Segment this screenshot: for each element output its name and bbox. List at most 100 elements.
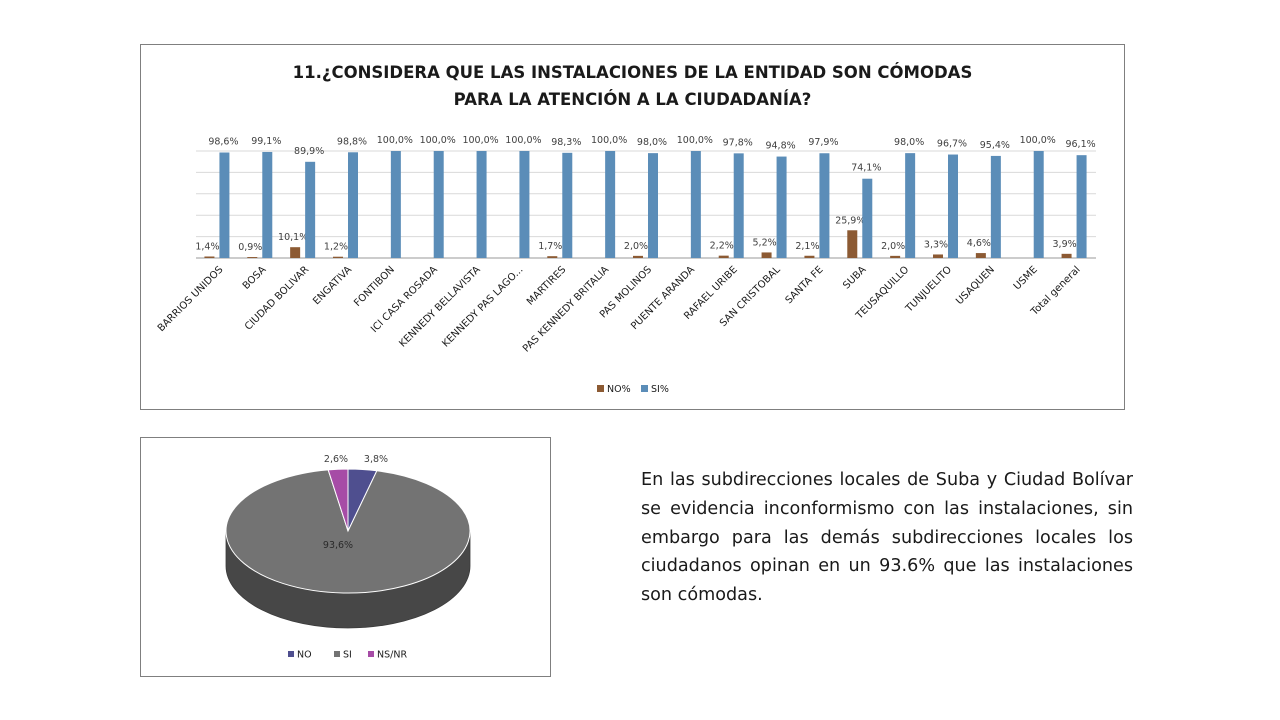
bar-si-label: 96,7%: [937, 139, 967, 150]
bar-si-label: 96,1%: [1065, 139, 1095, 150]
bar-si-label: 94,8%: [765, 141, 795, 152]
category-label: FONTIBON: [352, 264, 397, 309]
bar-no-label: 5,2%: [753, 237, 777, 248]
bar-no: [847, 230, 858, 258]
bar-si: [390, 151, 401, 258]
bar-si: [990, 155, 1001, 258]
bar-si-label: 98,0%: [894, 137, 924, 148]
bar-si-label: 98,6%: [208, 136, 238, 147]
bar-no-label: 3,3%: [924, 239, 948, 250]
pie-label-nsnr: 2,6%: [324, 454, 348, 465]
bar-si-label: 100,0%: [677, 135, 713, 146]
bar-si-label: 100,0%: [420, 135, 456, 146]
bar-si: [1033, 151, 1044, 258]
pie-label-si: 93,6%: [323, 540, 353, 551]
pie-slice: [327, 468, 349, 532]
category-label: MARTIRES: [525, 264, 568, 307]
bar-no-label: 2,2%: [710, 241, 734, 252]
bar-si: [819, 153, 830, 258]
pie-chart-plot: 3,8% 93,6% 2,6% NO SI NS/NR: [225, 454, 471, 661]
bar-si: [219, 152, 230, 258]
pie-label-no: 3,8%: [364, 454, 388, 465]
legend-swatch: [597, 385, 604, 392]
bar-si-label: 100,0%: [462, 135, 498, 146]
pie-legend-label: NO: [297, 650, 312, 661]
bar-si-label: 100,0%: [377, 135, 413, 146]
bar-si: [262, 151, 273, 258]
bar-si: [948, 154, 958, 258]
bar-no-label: 2,1%: [795, 241, 819, 252]
pie-legend-label: NS/NR: [377, 650, 407, 661]
pie-chart-panel: 3,8% 93,6% 2,6% NO SI NS/NR: [140, 437, 551, 677]
bar-chart-title-line-1: 11.¿CONSIDERA QUE LAS INSTALACIONES DE L…: [292, 63, 973, 82]
bar-no-label: 25,9%: [835, 215, 865, 226]
bar-chart-title: 11.¿CONSIDERA QUE LAS INSTALACIONES DE L…: [141, 59, 1124, 113]
bar-no: [933, 254, 943, 258]
bar-si: [690, 151, 701, 258]
bar-chart-title-line-2: PARA LA ATENCIÓN A LA CIUDADANÍA?: [453, 90, 812, 109]
pie-legend-swatch: [334, 651, 340, 657]
bar-si: [348, 152, 358, 258]
bar-no: [975, 253, 986, 258]
bar-no-label: 0,9%: [238, 242, 262, 253]
bar-si-label: 74,1%: [851, 163, 881, 174]
bar-si-label: 97,9%: [808, 137, 838, 148]
category-label: SUBA: [841, 264, 868, 291]
bar-si-label: 95,4%: [980, 140, 1010, 151]
bar-no: [247, 257, 258, 258]
category-label: BARRIOS UNIDOS: [156, 264, 226, 334]
bar-no-label: 2,0%: [624, 241, 648, 252]
pie-legend-swatch: [288, 651, 294, 657]
bar-chart-plot: 1,4% 98,6% BARRIOS UNIDOS 0,9% 99,1% BOSA 10,1…: [156, 135, 1096, 395]
pie-legend-swatch: [368, 651, 374, 657]
bar-no: [290, 247, 301, 258]
bar-no-label: 1,7%: [538, 241, 562, 252]
bar-no: [804, 255, 815, 258]
bar-si-label: 89,9%: [294, 146, 324, 157]
bar-no-label: 2,0%: [881, 241, 905, 252]
bar-no-label: 1,4%: [195, 242, 219, 253]
category-label: USAQUEN: [954, 264, 997, 307]
legend-label: SI%: [651, 384, 669, 395]
bar-si: [862, 178, 873, 258]
bar-si: [605, 151, 616, 258]
bar-si: [519, 151, 530, 258]
description-text: En las subdirecciones locales de Suba y …: [641, 470, 1133, 606]
category-label: KENNEDY PAS LAGO...: [440, 264, 525, 349]
bar-no: [333, 256, 343, 258]
bar-no: [890, 255, 901, 258]
bar-no: [547, 256, 558, 258]
bar-no-label: 4,6%: [967, 238, 991, 249]
category-label: BOSA: [241, 264, 269, 292]
bar-no-label: 10,1%: [278, 232, 308, 243]
bar-si: [562, 152, 573, 258]
bar-no-label: 3,9%: [1053, 239, 1077, 250]
legend-swatch: [641, 385, 648, 392]
bar-no: [718, 255, 729, 258]
category-label: PAS KENNEDY BRITALIA: [521, 264, 611, 354]
bar-no: [761, 252, 772, 258]
bar-si: [648, 153, 658, 258]
bar-si-label: 100,0%: [591, 135, 627, 146]
bar-no-label: 1,2%: [324, 242, 348, 253]
category-label: USME: [1012, 264, 1040, 292]
bar-si: [733, 153, 744, 258]
pie-legend-label: SI: [343, 650, 352, 661]
bar-si-label: 97,8%: [723, 137, 753, 148]
bar-si: [905, 153, 916, 258]
bar-no: [204, 256, 215, 258]
legend-label: NO%: [607, 384, 631, 395]
bar-si: [1076, 155, 1087, 258]
bar-si-label: 100,0%: [1020, 135, 1056, 146]
bar-si-label: 98,8%: [337, 136, 367, 147]
bar-si-label: 100,0%: [505, 135, 541, 146]
category-label: SANTA FE: [784, 264, 826, 306]
bar-si: [776, 156, 787, 258]
bar-no: [633, 255, 643, 258]
bar-si-label: 98,0%: [637, 137, 667, 148]
bar-si: [476, 151, 487, 258]
bar-si-label: 98,3%: [551, 137, 581, 148]
pie-slice: [225, 469, 471, 594]
category-label: ENGATIVA: [311, 264, 354, 307]
bar-chart-panel: 11.¿CONSIDERA QUE LAS INSTALACIONES DE L…: [140, 44, 1125, 410]
